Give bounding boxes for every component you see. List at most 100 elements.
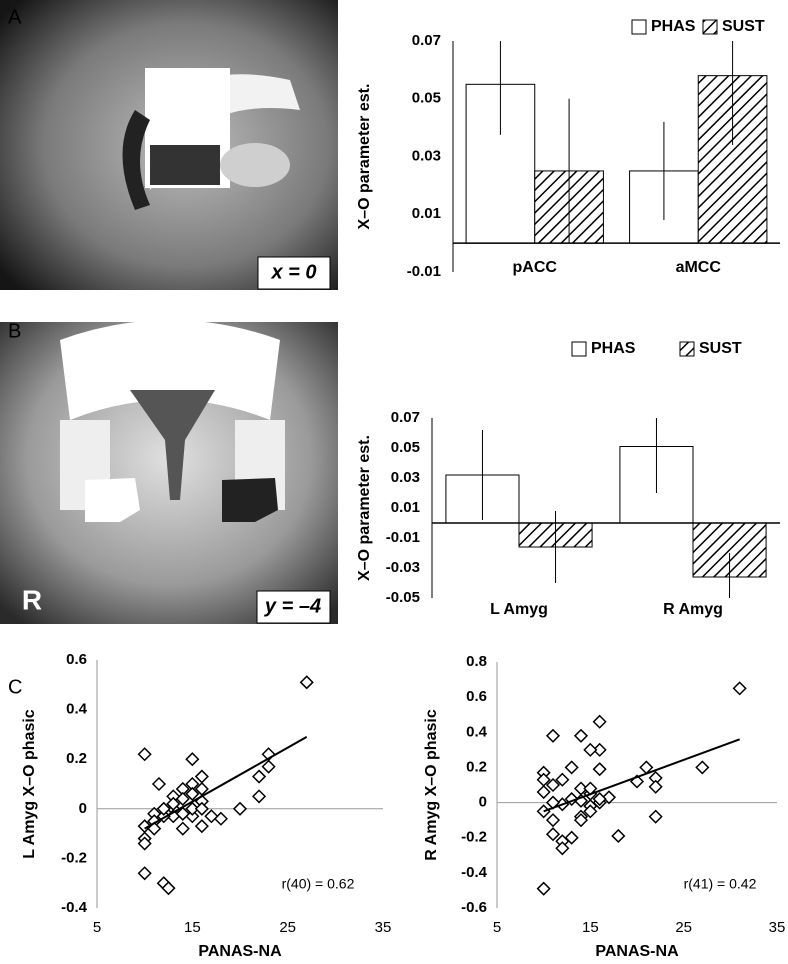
- x-tick-label: 35: [375, 919, 392, 936]
- scatter-point: [536, 784, 551, 800]
- x-axis-label: PANAS-NA: [595, 943, 679, 960]
- y-tick-label: 0.8: [466, 653, 487, 670]
- scatter-point: [137, 747, 152, 762]
- scatter-point: [536, 881, 551, 896]
- y-tick-label: -0.2: [61, 849, 87, 866]
- scatter-point: [611, 828, 626, 844]
- y-tick-label: 0.05: [391, 439, 420, 456]
- legend-label: PHAS: [651, 18, 696, 35]
- scatter-point: [204, 809, 219, 824]
- scatter-point: [175, 821, 190, 836]
- scatter-point: [545, 813, 561, 828]
- brain-image-coronal: [0, 320, 338, 624]
- x-tick-label: aMCC: [676, 259, 722, 276]
- y-tick-label: -0.4: [461, 864, 488, 881]
- scatter-point: [573, 813, 589, 828]
- scatter-point: [185, 786, 200, 801]
- x-tick-label: 25: [279, 919, 296, 936]
- x-tick-label: 5: [93, 919, 101, 936]
- legend-label: PHAS: [591, 340, 636, 357]
- y-tick-label: 0.05: [412, 90, 441, 107]
- scatter-point: [156, 801, 171, 816]
- scatter-point: [252, 769, 267, 784]
- x-tick-label: R Amyg: [663, 601, 723, 618]
- y-tick-label: 0.01: [412, 205, 441, 222]
- scatter-point: [175, 806, 190, 821]
- scatter-point: [732, 681, 747, 696]
- x-tick-label: 35: [769, 919, 786, 936]
- panel-label: B: [8, 320, 21, 342]
- scatter-point: [592, 762, 607, 777]
- image-label: x = 0: [270, 261, 316, 283]
- x-tick-label: 15: [184, 919, 201, 936]
- scatter-point: [592, 714, 607, 729]
- scatter-point: [601, 790, 617, 805]
- scatter-point: [648, 779, 663, 794]
- scatter-point: [545, 777, 561, 793]
- y-tick-label: 0: [79, 800, 87, 817]
- legend-swatch: [571, 341, 587, 357]
- y-tick-label: -0.6: [461, 899, 487, 916]
- y-tick-label: 0: [479, 794, 487, 811]
- scatter-point: [137, 836, 152, 851]
- scatter-point: [194, 769, 209, 784]
- y-tick-label: -0.4: [61, 899, 88, 916]
- scatter-point: [299, 675, 314, 690]
- panel-label: C: [8, 676, 22, 698]
- y-tick-label: -0.01: [407, 263, 441, 280]
- y-tick-label: 0.2: [66, 750, 87, 767]
- legend-swatch: [702, 19, 718, 35]
- scatter-point: [185, 801, 200, 816]
- scatter-point: [137, 866, 152, 881]
- x-tick-label: 15: [582, 919, 599, 936]
- y-axis-label: X–O parameter est.: [356, 435, 373, 581]
- scatter-point: [545, 827, 561, 842]
- annotation: r(40) = 0.62: [282, 876, 355, 892]
- x-tick-label: 25: [675, 919, 692, 936]
- legend-swatch: [679, 341, 695, 357]
- scatter-point: [252, 789, 267, 804]
- image-side-label: R: [22, 584, 42, 615]
- scatter-point: [161, 881, 176, 896]
- y-axis-label: L Amyg X–O phasic: [21, 709, 38, 858]
- scatter-point: [648, 809, 663, 824]
- scatter-point: [261, 759, 276, 774]
- legend-label: SUST: [722, 18, 765, 35]
- y-tick-label: -0.03: [386, 559, 420, 576]
- y-tick-label: 0.03: [412, 147, 441, 164]
- scatter-point: [573, 728, 589, 743]
- scatter-point: [166, 796, 181, 811]
- annotation: r(41) = 0.42: [684, 876, 757, 892]
- scatter-point: [232, 801, 248, 816]
- scatter-point: [564, 760, 579, 775]
- scatter-point: [194, 801, 209, 816]
- y-axis-label: R Amyg X–O phasic: [423, 709, 440, 861]
- image-label-box: [257, 256, 331, 290]
- x-tick-label: L Amyg: [490, 601, 548, 618]
- y-tick-label: 0.07: [412, 32, 441, 49]
- scatter-point: [583, 804, 598, 819]
- y-tick-label: 0.6: [66, 651, 87, 668]
- x-axis-label: PANAS-NA: [198, 943, 282, 960]
- scatter-point: [151, 776, 167, 792]
- y-tick-label: 0.2: [466, 758, 487, 775]
- trend-line: [144, 736, 308, 830]
- y-tick-label: 0.4: [66, 701, 88, 718]
- y-tick-label: -0.2: [461, 829, 487, 846]
- scatter-point: [583, 742, 598, 757]
- y-tick-label: 0.03: [391, 469, 420, 486]
- y-tick-label: 0.6: [466, 688, 487, 705]
- y-tick-label: -0.01: [386, 529, 420, 546]
- image-label-box: [256, 590, 331, 624]
- x-tick-label: 5: [493, 919, 501, 936]
- trend-line: [543, 738, 741, 813]
- scatter-point: [555, 841, 570, 856]
- y-axis-label: X–O parameter est.: [356, 84, 373, 230]
- x-tick-label: pACC: [513, 259, 558, 276]
- panel-label: A: [8, 6, 22, 28]
- image-label: y = –4: [264, 595, 321, 617]
- y-tick-label: 0.01: [391, 499, 420, 516]
- scatter-point: [592, 742, 607, 757]
- scatter-point: [194, 781, 209, 797]
